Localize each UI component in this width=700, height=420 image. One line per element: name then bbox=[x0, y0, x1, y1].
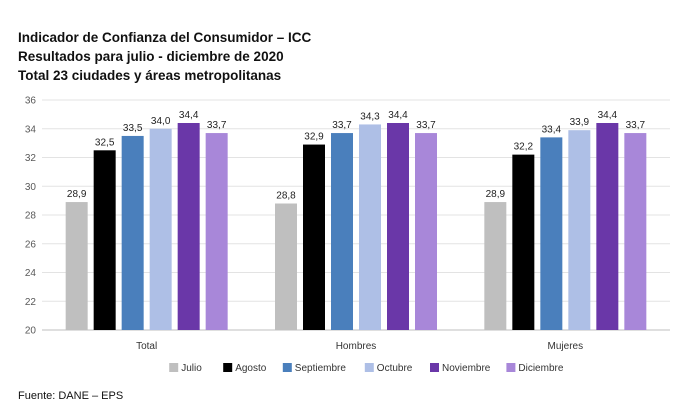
chart-subtitle-2: Total 23 ciudades y áreas metropolitanas bbox=[18, 68, 282, 83]
bar-octubre-hombres bbox=[359, 124, 381, 330]
data-label: 34,0 bbox=[151, 116, 171, 127]
legend-swatch-septiembre bbox=[282, 363, 292, 372]
bar-octubre-mujeres bbox=[568, 130, 591, 330]
x-category-label: Hombres bbox=[336, 341, 377, 352]
data-label: 33,7 bbox=[332, 120, 352, 131]
bar-julio-hombres bbox=[275, 203, 297, 330]
data-label: 34,4 bbox=[598, 110, 618, 121]
data-label: 28,9 bbox=[67, 189, 87, 200]
data-label: 28,9 bbox=[486, 189, 506, 200]
data-label: 32,9 bbox=[304, 132, 324, 143]
data-label: 34,4 bbox=[388, 110, 408, 121]
chart-subtitle: Resultados para julio - diciembre de 202… bbox=[18, 49, 284, 64]
data-label: 34,3 bbox=[360, 111, 380, 122]
data-label: 32,2 bbox=[514, 142, 534, 153]
source-note: Fuente: DANE – EPS bbox=[18, 390, 124, 402]
legend-label: Diciembre bbox=[518, 363, 563, 374]
legend-label: Agosto bbox=[235, 363, 267, 374]
y-tick-label: 32 bbox=[25, 153, 37, 164]
bar-agosto-mujeres bbox=[512, 154, 535, 330]
data-label: 32,5 bbox=[95, 137, 115, 148]
data-label: 28,8 bbox=[276, 191, 296, 202]
data-label: 33,5 bbox=[123, 123, 143, 134]
x-category-label: Mujeres bbox=[548, 341, 584, 352]
legend-label: Octubre bbox=[377, 363, 413, 374]
legend-label: Julio bbox=[181, 363, 202, 374]
bar-septiembre-hombres bbox=[331, 133, 353, 330]
data-label: 33,7 bbox=[207, 120, 227, 131]
gridlines bbox=[42, 99, 670, 331]
bar-octubre-total bbox=[149, 128, 172, 330]
y-tick-label: 20 bbox=[25, 326, 37, 337]
legend: Julio Agosto Septiembre Octubre Noviembre Dic… bbox=[169, 363, 564, 374]
x-category-label: Total bbox=[136, 341, 157, 352]
x-axis: Total Hombres Mujeres bbox=[136, 341, 583, 352]
legend-swatch-octubre bbox=[364, 363, 374, 372]
bar-agosto-total bbox=[93, 150, 116, 330]
bar-noviembre-hombres bbox=[387, 123, 409, 330]
y-tick-label: 36 bbox=[25, 96, 37, 107]
bars: 28,9 32,5 33,5 34,0 34,4 33,7 28,8 32,9 33,7 34,3… bbox=[65, 110, 647, 330]
legend-swatch-diciembre bbox=[506, 363, 516, 372]
bar-noviembre-total bbox=[177, 123, 200, 330]
y-tick-label: 22 bbox=[25, 297, 37, 308]
data-label: 34,4 bbox=[179, 110, 199, 121]
y-tick-label: 26 bbox=[25, 239, 37, 250]
y-tick-label: 28 bbox=[25, 211, 37, 222]
y-tick-label: 34 bbox=[25, 124, 37, 135]
legend-swatch-julio bbox=[169, 363, 179, 372]
bar-noviembre-mujeres bbox=[596, 123, 619, 330]
bar-julio-mujeres bbox=[484, 202, 507, 330]
legend-swatch-noviembre bbox=[430, 363, 439, 372]
bar-diciembre-hombres bbox=[415, 133, 437, 330]
y-axis: 20 22 24 26 28 30 32 34 36 bbox=[25, 96, 37, 337]
y-tick-label: 24 bbox=[25, 268, 37, 279]
legend-label: Noviembre bbox=[442, 363, 491, 374]
bar-septiembre-total bbox=[121, 135, 144, 330]
y-tick-label: 30 bbox=[25, 182, 37, 193]
chart-title: Indicador de Confianza del Consumidor – … bbox=[18, 30, 312, 45]
bar-julio-total bbox=[65, 202, 88, 330]
bar-agosto-hombres bbox=[303, 144, 325, 330]
bar-diciembre-mujeres bbox=[624, 133, 647, 330]
data-label: 33,9 bbox=[570, 117, 590, 128]
chart-titles: Indicador de Confianza del Consumidor – … bbox=[18, 28, 311, 85]
data-label: 33,7 bbox=[626, 120, 646, 131]
data-label: 33,4 bbox=[542, 124, 562, 135]
legend-swatch-agosto bbox=[223, 363, 233, 372]
data-label: 33,7 bbox=[416, 120, 436, 131]
legend-label: Septiembre bbox=[295, 363, 347, 374]
bar-septiembre-mujeres bbox=[540, 137, 563, 330]
bar-diciembre-total bbox=[205, 133, 228, 330]
